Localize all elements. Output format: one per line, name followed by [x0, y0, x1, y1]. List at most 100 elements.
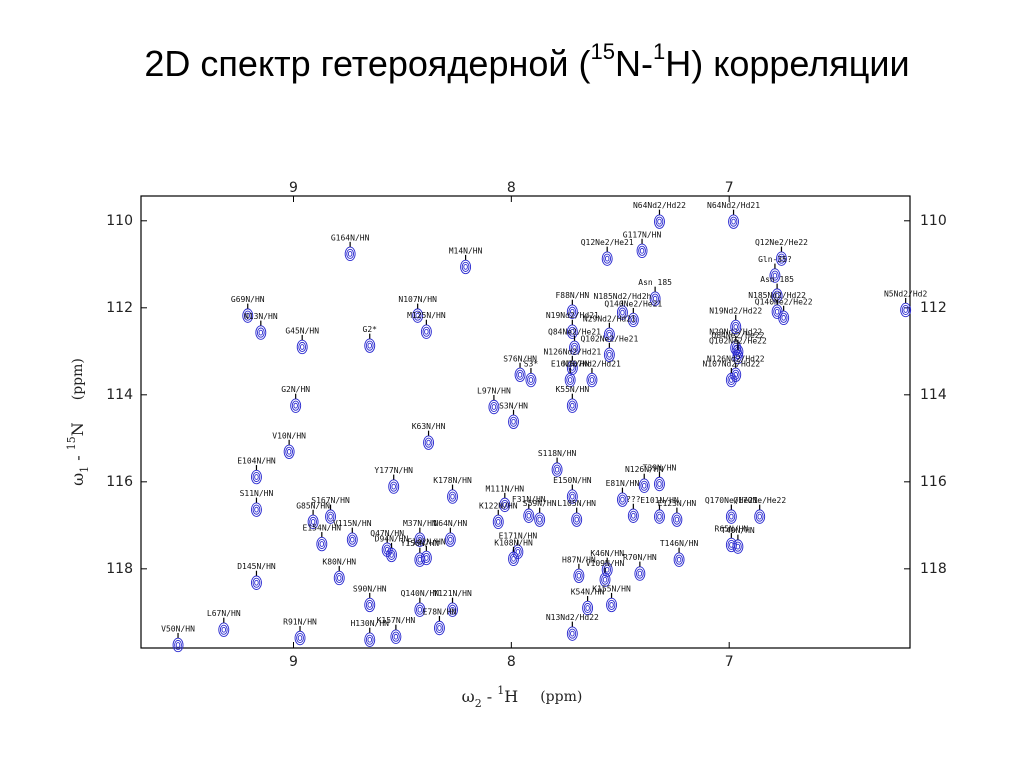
peak-contour — [525, 372, 537, 388]
peak-label: E161N/HN — [551, 360, 590, 369]
peak-label: H130N/HN — [350, 619, 389, 628]
peak-contour — [603, 347, 615, 362]
peak-contour — [566, 489, 578, 504]
peak-contour — [777, 253, 786, 264]
peak-label: S76N/HN — [503, 354, 537, 363]
peak-contour — [514, 367, 526, 382]
peak-contour — [769, 268, 781, 283]
peak-contour — [491, 404, 497, 410]
peak-contour — [524, 510, 533, 521]
peak-contour — [607, 351, 612, 358]
peak-contour — [655, 511, 664, 522]
peak-contour — [325, 509, 336, 524]
peak-contour — [570, 493, 575, 500]
peak-contour — [388, 479, 400, 494]
peak-contour — [434, 620, 445, 636]
peak-label: N126N/HN — [625, 465, 664, 474]
peak-contour — [725, 372, 737, 388]
peak-label: E150N/HN — [553, 476, 592, 485]
peak-contour — [450, 606, 455, 613]
peak — [364, 632, 376, 647]
peak-contour — [607, 599, 616, 610]
peak-label: Q12Ne2/He21 — [581, 238, 634, 247]
peak-contour — [570, 328, 575, 335]
peak — [514, 367, 526, 382]
peak — [508, 414, 519, 429]
peak-contour — [599, 572, 611, 587]
peak-label: K155N/HN — [592, 584, 631, 593]
peak-contour — [585, 605, 590, 611]
peak-contour — [566, 360, 578, 376]
peak-label: Y156N/HN — [401, 539, 440, 548]
peak-contour — [515, 548, 521, 555]
peak-contour — [291, 400, 300, 411]
peak-contour — [774, 292, 780, 299]
peak-contour — [572, 514, 581, 525]
peak-contour — [381, 542, 393, 557]
peak-label: S167N/HN — [311, 496, 350, 505]
peak-label: V109N/HN — [586, 559, 625, 568]
peak-contour — [732, 349, 744, 365]
peak-label: G117N/HN — [623, 230, 662, 239]
peak-label: N107Nd2/Hd22 — [702, 360, 760, 369]
peak — [603, 327, 615, 342]
peak-contour — [448, 604, 457, 615]
peak-contour — [415, 604, 424, 615]
peak-contour — [735, 354, 741, 360]
peak-contour — [437, 625, 442, 631]
peak-contour — [527, 374, 535, 386]
peak-label: E104N/HN — [237, 457, 276, 466]
peak-contour — [254, 579, 259, 586]
peak-contour — [365, 340, 374, 351]
y-label-parts-part: - — [68, 450, 87, 466]
peak — [566, 489, 578, 504]
peak-label: N5Nd2/Hd2 — [884, 289, 928, 298]
peak-contour — [446, 534, 455, 545]
peak-contour — [221, 626, 227, 633]
peak-contour — [364, 338, 376, 353]
peak-contour — [245, 312, 250, 319]
peak-contour — [731, 369, 740, 380]
peak-contour — [640, 480, 649, 491]
peak-label: G45N/HN — [285, 326, 319, 335]
y-tick-label-right: 116 — [920, 474, 947, 490]
peak-contour — [607, 331, 612, 338]
peak-contour — [390, 629, 402, 644]
peak-contour — [903, 307, 908, 313]
peak-label: R65N/HN — [715, 524, 749, 533]
peak-contour — [652, 295, 658, 302]
peak-contour — [629, 510, 638, 521]
peak — [251, 502, 262, 517]
peak-contour — [511, 555, 516, 562]
peak-contour — [727, 374, 736, 386]
peak — [566, 360, 578, 376]
peak-contour — [654, 476, 665, 492]
x-tick-label-top: 9 — [289, 180, 298, 196]
peak — [551, 462, 563, 477]
peak — [447, 489, 458, 504]
peak-label: Q47N/HN — [370, 529, 404, 538]
peak-contour — [286, 448, 292, 455]
peak-label: N64Nd2/Hd21 — [707, 201, 760, 210]
peak-label: G164N/HN — [331, 233, 370, 242]
peak-label: N126Nd2/Hd21 — [543, 347, 601, 356]
peak-contour — [773, 306, 781, 317]
peak-label: L97N/HN — [477, 386, 511, 395]
peak — [627, 312, 639, 328]
peak — [586, 372, 598, 388]
peak-contour — [637, 570, 643, 577]
peak-contour — [601, 251, 613, 266]
peak-contour — [348, 534, 357, 545]
peak-contour — [448, 536, 453, 543]
peak — [566, 626, 578, 641]
peak-contour — [364, 632, 376, 647]
peak — [673, 552, 685, 567]
peak-contour — [412, 308, 424, 323]
peak-contour — [573, 568, 585, 583]
peak-contour — [671, 512, 683, 527]
peak-label: K178N/HN — [433, 476, 472, 485]
peak-label: Q102Ne2/He22 — [709, 336, 767, 345]
peak-label: E123N/HN — [658, 499, 697, 508]
peak-label: S3* — [524, 360, 539, 369]
peak-contour — [673, 514, 681, 525]
